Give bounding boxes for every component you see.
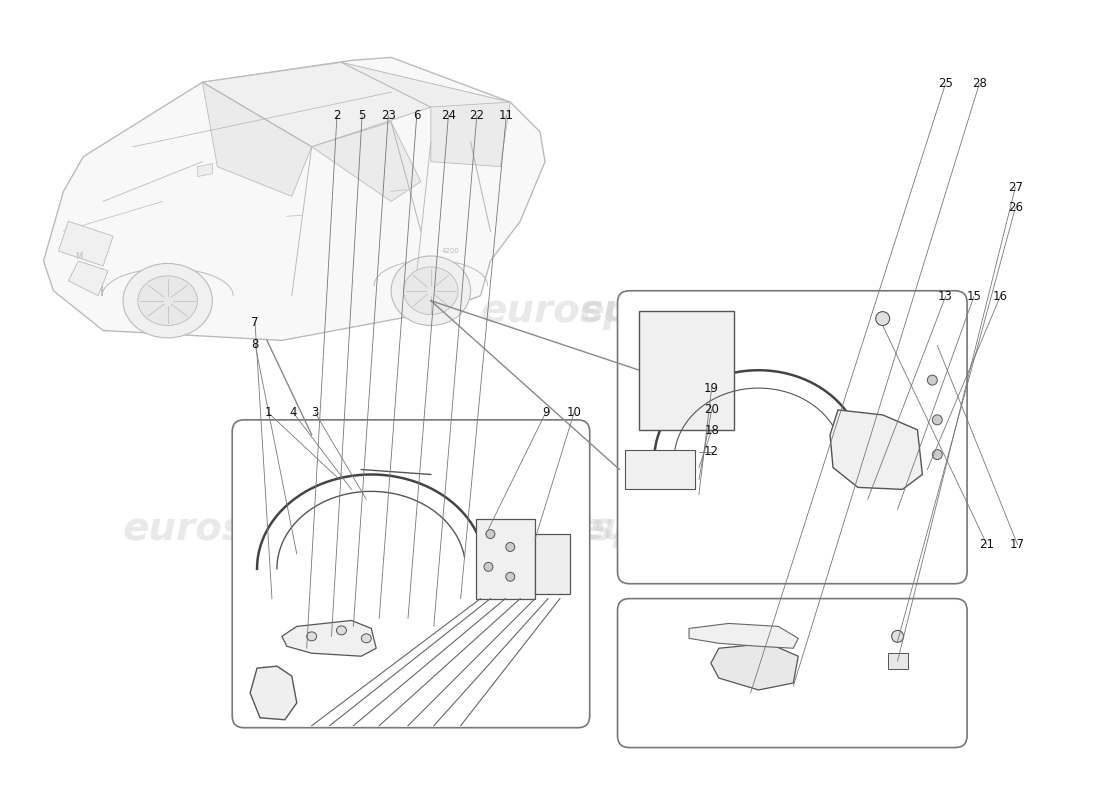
Text: 13: 13 bbox=[938, 290, 953, 303]
Text: 7: 7 bbox=[251, 317, 258, 330]
Text: 16: 16 bbox=[992, 290, 1008, 303]
Text: eurospares: eurospares bbox=[580, 512, 808, 546]
Ellipse shape bbox=[927, 375, 937, 385]
Ellipse shape bbox=[484, 562, 493, 571]
Text: 12: 12 bbox=[704, 445, 719, 458]
Text: 1: 1 bbox=[264, 406, 272, 419]
Text: 4: 4 bbox=[289, 406, 297, 419]
Polygon shape bbox=[202, 82, 311, 197]
Polygon shape bbox=[311, 122, 421, 202]
Text: 27: 27 bbox=[1008, 181, 1023, 194]
Text: 28: 28 bbox=[972, 78, 987, 90]
Text: eurospares: eurospares bbox=[123, 510, 369, 548]
Text: eurospares: eurospares bbox=[491, 510, 736, 548]
Ellipse shape bbox=[138, 276, 198, 326]
Ellipse shape bbox=[486, 530, 495, 538]
Ellipse shape bbox=[404, 267, 458, 314]
FancyBboxPatch shape bbox=[475, 519, 535, 598]
Polygon shape bbox=[58, 222, 113, 266]
Ellipse shape bbox=[123, 263, 212, 338]
FancyBboxPatch shape bbox=[232, 420, 590, 728]
Polygon shape bbox=[431, 102, 510, 166]
FancyBboxPatch shape bbox=[617, 290, 967, 584]
Polygon shape bbox=[68, 261, 108, 296]
Polygon shape bbox=[282, 621, 376, 656]
Text: 10: 10 bbox=[566, 406, 582, 419]
Text: eurospares: eurospares bbox=[123, 292, 369, 330]
Polygon shape bbox=[711, 643, 799, 690]
Polygon shape bbox=[689, 623, 799, 648]
FancyBboxPatch shape bbox=[535, 534, 570, 594]
Ellipse shape bbox=[506, 542, 515, 551]
Ellipse shape bbox=[506, 572, 515, 582]
Polygon shape bbox=[202, 62, 431, 146]
Text: 3: 3 bbox=[311, 406, 319, 419]
Text: 24: 24 bbox=[441, 109, 455, 122]
Ellipse shape bbox=[337, 626, 346, 635]
FancyBboxPatch shape bbox=[617, 598, 967, 747]
Ellipse shape bbox=[933, 450, 943, 459]
Ellipse shape bbox=[933, 415, 943, 425]
Text: 20: 20 bbox=[704, 403, 719, 416]
Text: eurospares: eurospares bbox=[580, 294, 808, 328]
Text: 22: 22 bbox=[470, 109, 484, 122]
Text: eurospares: eurospares bbox=[481, 292, 726, 330]
FancyBboxPatch shape bbox=[888, 654, 907, 669]
Polygon shape bbox=[341, 62, 510, 142]
Polygon shape bbox=[198, 164, 212, 177]
Text: 26: 26 bbox=[1008, 202, 1023, 214]
Ellipse shape bbox=[307, 632, 317, 641]
Text: 11: 11 bbox=[498, 109, 514, 122]
Text: 4200: 4200 bbox=[442, 248, 460, 254]
Ellipse shape bbox=[892, 630, 903, 642]
Text: 6: 6 bbox=[412, 109, 420, 122]
Ellipse shape bbox=[361, 634, 372, 643]
Text: 19: 19 bbox=[704, 382, 719, 394]
Text: 18: 18 bbox=[704, 424, 719, 437]
FancyBboxPatch shape bbox=[639, 310, 734, 430]
Text: 5: 5 bbox=[359, 109, 366, 122]
Polygon shape bbox=[830, 410, 923, 490]
Text: 17: 17 bbox=[1010, 538, 1025, 551]
Text: 8: 8 bbox=[252, 338, 258, 351]
Text: 15: 15 bbox=[967, 290, 981, 303]
Text: 23: 23 bbox=[381, 109, 396, 122]
Ellipse shape bbox=[392, 256, 471, 326]
Text: 9: 9 bbox=[542, 406, 549, 419]
Polygon shape bbox=[250, 666, 297, 720]
FancyBboxPatch shape bbox=[626, 450, 695, 490]
Polygon shape bbox=[44, 58, 544, 341]
Text: 2: 2 bbox=[333, 109, 341, 122]
Text: M: M bbox=[75, 251, 81, 261]
Text: 25: 25 bbox=[938, 78, 953, 90]
Text: 21: 21 bbox=[979, 538, 994, 551]
Ellipse shape bbox=[876, 312, 890, 326]
